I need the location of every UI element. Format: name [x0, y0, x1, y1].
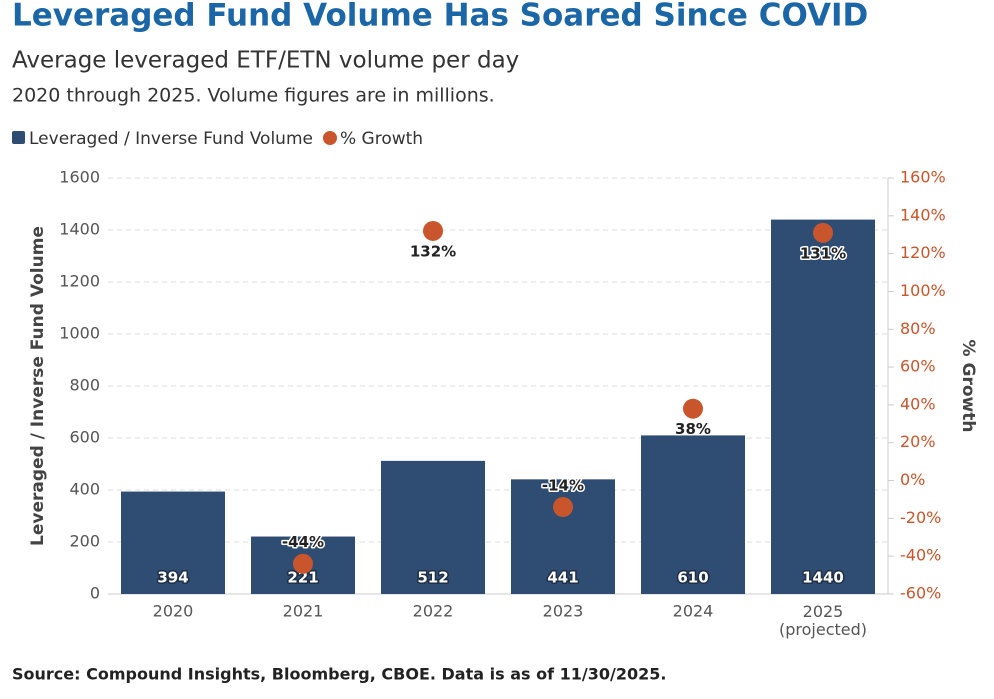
bar-value-label: 221	[287, 569, 318, 587]
x-tick-label: 2025 (projected)	[779, 602, 867, 639]
x-tick-label: 2022	[413, 602, 454, 621]
y2-tick-label: 0%	[900, 470, 925, 489]
y2-tick-label: -20%	[900, 508, 941, 527]
legend-label: % Growth	[340, 129, 423, 149]
y2-tick-label: 20%	[900, 432, 936, 451]
bar	[641, 435, 745, 594]
x-tick-label: 2024	[673, 602, 714, 621]
source: Source: Compound Insights, Bloomberg, CB…	[12, 665, 666, 684]
x-tick-label: 2023	[543, 602, 584, 621]
bar-value-label: 1440	[802, 569, 844, 587]
growth-label: 38%	[675, 420, 711, 438]
bar	[121, 491, 225, 594]
growth-label: 132%	[410, 242, 456, 260]
x-tick-label: 2021	[283, 602, 324, 621]
y-tick-label: 1200	[59, 272, 100, 291]
bar-value-label: 441	[547, 569, 578, 587]
legend-swatch	[12, 131, 25, 144]
legend-label: Leveraged / Inverse Fund Volume	[29, 129, 313, 149]
growth-dot	[683, 398, 703, 419]
y2-tick-label: 160%	[900, 168, 946, 187]
y-tick-label: 800	[69, 376, 100, 395]
y2-tick-label: 100%	[900, 281, 946, 300]
y2-tick-label: 60%	[900, 357, 936, 376]
y-axis-title: Leveraged / Inverse Fund Volume	[28, 226, 48, 546]
chart-note: 2020 through 2025. Volume figures are in…	[12, 85, 495, 107]
bar-value-label: 610	[677, 569, 708, 587]
y2-tick-label: 140%	[900, 205, 946, 224]
growth-label: -44%	[282, 533, 324, 551]
y-tick-label: 1000	[59, 324, 100, 343]
y-tick-label: 400	[69, 480, 100, 499]
growth-dot	[293, 553, 313, 574]
y2-tick-label: 120%	[900, 243, 946, 262]
y2-axis-title: % Growth	[958, 340, 978, 433]
bar	[771, 219, 875, 594]
growth-dot	[553, 497, 573, 518]
y2-tick-label: 40%	[900, 394, 936, 413]
y-tick-label: 1400	[59, 220, 100, 239]
bar-value-label: 512	[417, 569, 448, 587]
growth-label: 131%	[800, 244, 846, 262]
growth-dot	[423, 220, 443, 241]
y2-tick-label: -60%	[900, 584, 941, 603]
chart-title: Leveraged Fund Volume Has Soared Since C…	[12, 0, 868, 34]
y-tick-label: 600	[69, 428, 100, 447]
growth-label: -14%	[542, 477, 584, 495]
y-tick-label: 200	[69, 532, 100, 551]
bar	[381, 460, 485, 594]
y-tick-label: 0	[90, 584, 100, 603]
y2-tick-label: -40%	[900, 546, 941, 565]
legend-swatch	[322, 131, 337, 145]
y2-tick-label: 80%	[900, 319, 936, 338]
y-tick-label: 1600	[59, 168, 100, 187]
bar-value-label: 394	[157, 569, 188, 587]
x-tick-label: 2020	[153, 602, 194, 621]
chart-subtitle: Average leveraged ETF/ETN volume per day	[12, 48, 519, 74]
growth-dot	[813, 222, 833, 243]
